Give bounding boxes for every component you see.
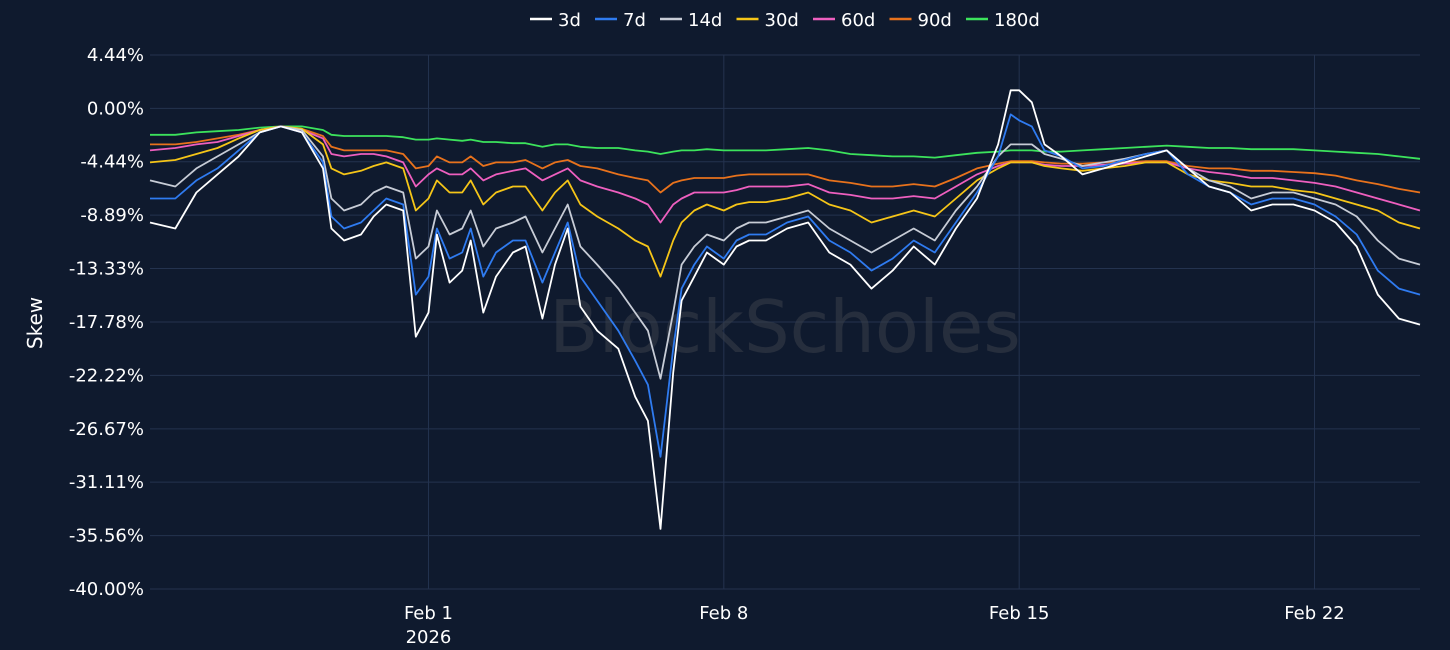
legend-label: 7d: [623, 10, 646, 31]
legend-item-14d[interactable]: 14d: [660, 10, 722, 31]
y-axis-label: Skew: [23, 297, 47, 349]
series-line-90d: [150, 125, 1421, 194]
legend-label: 30d: [765, 10, 799, 31]
x-axis-ticks: Feb 1 2026 Feb 8 Feb 15 Feb 22: [404, 603, 1345, 648]
y-tick-label: -13.33%: [69, 259, 144, 280]
y-tick-label: -40.00%: [69, 579, 144, 600]
y-axis-ticks: 4.44% 0.00% -4.44% -8.89% -13.33% -17.78% -22.…: [69, 45, 144, 600]
y-tick-label: -17.78%: [69, 312, 144, 333]
y-tick-label: -22.22%: [69, 365, 144, 386]
y-tick-label: 4.44%: [87, 45, 144, 66]
x-tick-label: Feb 8: [699, 603, 748, 624]
x-tick-label: Feb 1: [404, 603, 453, 624]
y-tick-label: -4.44%: [80, 152, 144, 173]
series-line-180d: [150, 125, 1421, 160]
legend-item-180d[interactable]: 180d: [966, 10, 1040, 31]
legend-item-7d[interactable]: 7d: [595, 10, 646, 31]
grid-lines: [150, 54, 1420, 590]
series-line-3d: [149, 89, 1421, 530]
legend-item-90d[interactable]: 90d: [889, 10, 952, 31]
legend-label: 3d: [558, 10, 581, 31]
x-tick-label: Feb 22: [1284, 603, 1345, 624]
y-tick-label: -31.11%: [69, 472, 144, 493]
watermark: BlockScholes: [549, 285, 1021, 369]
legend-item-30d[interactable]: 30d: [736, 10, 799, 31]
legend-label: 90d: [918, 10, 952, 31]
series-lines: [149, 89, 1421, 530]
legend-label: 14d: [688, 10, 722, 31]
legend-item-60d[interactable]: 60d: [813, 10, 875, 31]
legend-item-3d[interactable]: 3d: [530, 10, 581, 31]
y-tick-label: -26.67%: [69, 419, 144, 440]
legend-label: 180d: [994, 10, 1040, 31]
y-tick-label: -8.89%: [80, 205, 144, 226]
legend-label: 60d: [841, 10, 875, 31]
legend[interactable]: 3d 7d 14d 30d 60d 90d 180d: [530, 10, 1040, 31]
y-tick-label: 0.00%: [87, 98, 144, 119]
x-tick-label: Feb 15: [989, 603, 1050, 624]
y-tick-label: -35.56%: [69, 526, 144, 547]
series-line-30d: [149, 125, 1421, 278]
x-tick-sublabel: 2026: [406, 627, 452, 648]
